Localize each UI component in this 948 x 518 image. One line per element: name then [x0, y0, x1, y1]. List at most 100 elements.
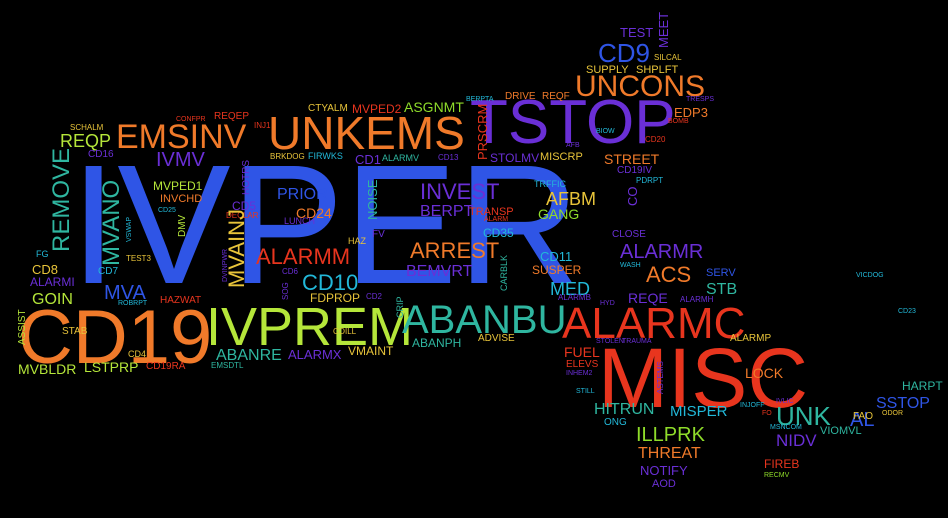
cloud-word: ALARMI	[30, 275, 75, 289]
cloud-word: TSTOP	[470, 88, 676, 157]
cloud-word: GOIN	[32, 291, 73, 308]
cloud-word: BOMB	[668, 118, 689, 125]
cloud-word: CD19IV	[617, 165, 653, 176]
cloud-word: INVCHD	[160, 193, 203, 205]
cloud-word: ALARMX	[288, 347, 342, 362]
cloud-word: HAZWAT	[160, 295, 202, 306]
cloud-word: SOG	[281, 282, 290, 300]
cloud-word: SUSPER	[532, 263, 582, 277]
cloud-word: CD11	[540, 249, 573, 264]
cloud-word: DMV	[177, 214, 188, 237]
cloud-word: NOTIFY	[640, 463, 688, 478]
cloud-word: ILLPRK	[636, 424, 705, 446]
cloud-word: THREAT	[638, 445, 701, 462]
cloud-word: IVPREM	[206, 297, 414, 357]
cloud-word: HYD	[600, 300, 615, 307]
cloud-word: MISCRP	[540, 151, 583, 163]
cloud-word: EMSDTL	[211, 361, 244, 370]
cloud-word: FV	[372, 229, 385, 240]
cloud-word: ALARMH	[680, 295, 714, 304]
cloud-word: ASSIST	[17, 309, 28, 345]
cloud-word: FO	[762, 410, 772, 417]
cloud-word: LSTPRP	[84, 359, 139, 375]
cloud-word: STREET	[604, 151, 660, 167]
cloud-word: BIOW	[596, 128, 615, 135]
cloud-word: STAB	[62, 326, 88, 337]
cloud-word: UNK	[776, 401, 831, 431]
cloud-word: BEMVRT	[406, 263, 473, 280]
cloud-word: CRIP	[395, 296, 405, 318]
cloud-word: LOCK	[745, 365, 784, 381]
cloud-word: ASTEMS	[656, 361, 665, 394]
cloud-word: DVINPWR	[222, 248, 229, 282]
cloud-word: BERPT	[420, 203, 474, 220]
cloud-word: REMOVE	[48, 147, 75, 252]
cloud-word: MISC	[598, 331, 808, 425]
cloud-word: CD1	[355, 152, 382, 167]
cloud-word: ASGNMT	[404, 99, 464, 115]
cloud-word: CARBLK	[499, 254, 509, 291]
cloud-word: TRESPS	[686, 96, 715, 103]
cloud-word: CO	[625, 186, 640, 207]
cloud-word: ABANBU	[402, 298, 567, 342]
cloud-word: IVMV	[156, 149, 205, 171]
cloud-word: SILCAL	[654, 53, 682, 62]
cloud-word: CD5	[232, 199, 257, 213]
cloud-word: BRKDOG	[270, 152, 305, 161]
cloud-word: NIDV	[776, 431, 817, 450]
cloud-word: SSTOP	[876, 395, 930, 412]
cloud-word: EMSINV	[116, 118, 247, 156]
cloud-word: FAO	[853, 411, 874, 422]
cloud-word: TEST	[620, 25, 654, 40]
cloud-word: ALARMP	[730, 333, 772, 344]
cloud-word: MVA	[104, 282, 146, 304]
cloud-word: INHEM2	[566, 370, 593, 377]
cloud-word: ALARM	[484, 216, 509, 223]
cloud-word: DRIVE	[505, 91, 536, 102]
cloud-word: CLOSE	[612, 229, 646, 240]
cloud-word: ALARMB	[558, 293, 591, 302]
cloud-word: RECMV	[764, 472, 790, 479]
cloud-word: COILL	[333, 327, 357, 336]
cloud-word: FG	[36, 249, 49, 259]
cloud-word: MSNCOM	[770, 424, 802, 431]
cloud-word: REQEP	[214, 111, 250, 122]
cloud-word: MISPER	[670, 403, 728, 420]
cloud-word: MVANO	[98, 179, 125, 266]
cloud-word: TRAUMA	[622, 338, 652, 345]
cloud-word: ALARMC	[562, 299, 746, 348]
cloud-word: ALARMR	[620, 241, 704, 263]
cloud-word: REQF	[542, 91, 570, 102]
cloud-word: ODOR	[882, 410, 903, 417]
cloud-word: INVEST	[420, 179, 500, 204]
cloud-word: UNCONS	[575, 70, 706, 103]
cloud-word: FIRWKS	[308, 151, 343, 161]
cloud-word: MVAINJ	[224, 208, 249, 288]
cloud-word: GANG	[538, 206, 580, 222]
cloud-word: AL	[850, 409, 875, 431]
cloud-word: CD6	[282, 267, 299, 276]
cloud-word: CD4	[128, 349, 147, 359]
cloud-word: PDRPT	[636, 176, 664, 185]
cloud-word: LUNCH	[284, 216, 316, 226]
cloud-word: HITRUN	[594, 401, 655, 418]
cloud-word: CD23	[898, 308, 916, 315]
cloud-word: STOLMV	[490, 151, 540, 165]
cloud-word: VSWAP	[126, 216, 133, 242]
cloud-word: VIOMVL	[820, 425, 862, 437]
cloud-word: SERV	[706, 267, 736, 279]
cloud-word: STOLEN	[596, 338, 624, 345]
cloud-word: CD19	[18, 295, 213, 380]
cloud-word: WASH	[620, 262, 641, 269]
cloud-word: EDP3	[674, 105, 708, 120]
cloud-word: MEET	[656, 11, 671, 48]
cloud-word: MED	[550, 279, 590, 299]
cloud-word: CD19RA	[146, 361, 186, 372]
cloud-word: ADVISE	[478, 333, 515, 344]
cloud-word: HARPT	[902, 379, 943, 393]
cloud-word: ALARMV	[382, 153, 420, 163]
cloud-word: CONFPR	[176, 116, 206, 123]
cloud-word: REQE	[628, 290, 668, 306]
cloud-word: VICDOG	[856, 272, 884, 279]
cloud-word: TRFFIC	[534, 179, 566, 189]
